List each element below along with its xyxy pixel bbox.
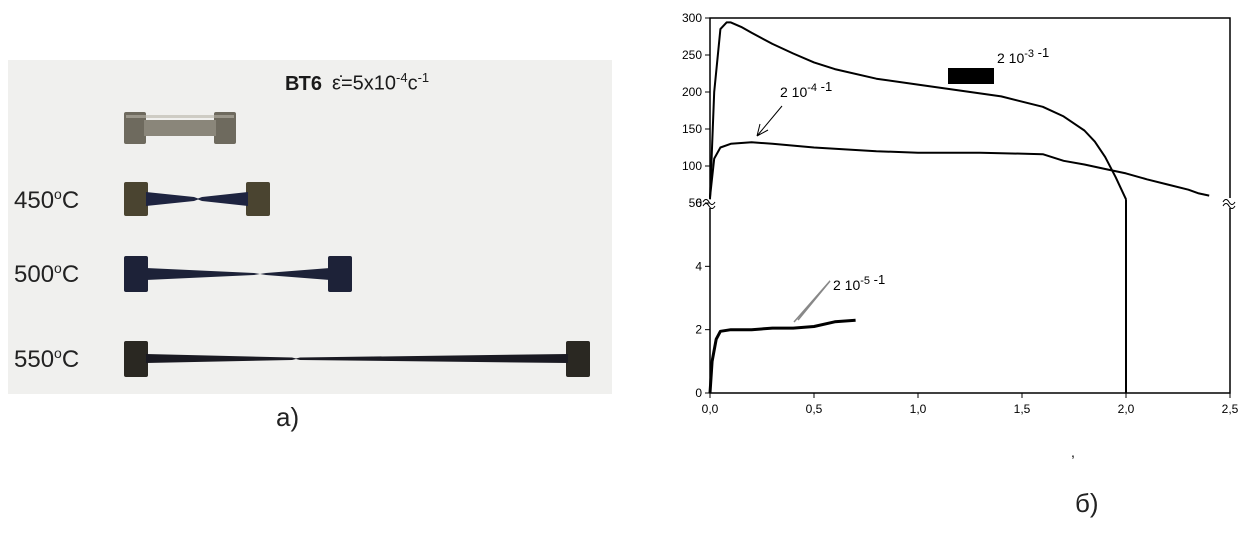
y-tick-label-lower: 4 bbox=[695, 259, 702, 273]
y-tick-label-lower: 2 bbox=[695, 323, 702, 337]
chart-series bbox=[708, 21, 1210, 394]
y-tick-label-upper: 50 bbox=[689, 196, 703, 210]
label-550c: 550oC bbox=[14, 345, 80, 373]
legend-box-1e-3 bbox=[948, 68, 994, 84]
x-tick-label: 0,5 bbox=[806, 402, 823, 416]
photo-title: ВТ6 ε̇=5x10-4c-1 bbox=[285, 70, 430, 95]
series-label-1e-5: 2 10-5 -1 bbox=[833, 272, 885, 293]
arrow-1e-5 bbox=[793, 280, 831, 323]
specimen-photo: ВТ6 ε̇=5x10-4c-1 450oC 500oC 550oC bbox=[8, 60, 612, 394]
chart-axes: 0,0 0,5 1,0 1,5 2,0 2,5 50 100 150 200 250 300 0 2 4 6 bbox=[682, 11, 1239, 416]
y-tick-label-lower: 6 bbox=[695, 196, 702, 210]
axis-break-right bbox=[1222, 199, 1236, 209]
label-500c: 500oC bbox=[14, 260, 80, 288]
x-axis-label: , bbox=[1071, 444, 1075, 460]
y-tick-label-upper: 150 bbox=[682, 122, 702, 136]
x-tick-label: 2,5 bbox=[1222, 402, 1239, 416]
axis-break-left bbox=[702, 199, 716, 209]
series-line-1 bbox=[709, 141, 1210, 198]
x-tick-label: 1,0 bbox=[910, 402, 927, 416]
y-tick-label-upper: 300 bbox=[682, 11, 702, 25]
caption-b: б) bbox=[1075, 488, 1099, 518]
series-line-0 bbox=[709, 21, 1127, 200]
specimen-550c bbox=[124, 341, 590, 377]
series-line-2 bbox=[708, 318, 856, 394]
caption-a: а) bbox=[276, 402, 300, 432]
x-tick-label: 1,5 bbox=[1014, 402, 1031, 416]
chart-labels: 2 10-3 -1 2 10-4 -1 2 10-5 -1, bbox=[756, 45, 1075, 460]
y-tick-label-lower: 0 bbox=[695, 386, 702, 400]
x-tick-label: 0,0 bbox=[702, 402, 719, 416]
label-450c: 450oC bbox=[14, 186, 80, 214]
y-tick-label-upper: 100 bbox=[682, 159, 702, 173]
arrow-1e-4 bbox=[756, 105, 783, 137]
series-label-1e-3: 2 10-3 -1 bbox=[997, 45, 1049, 66]
specimen-undeformed bbox=[124, 112, 236, 144]
specimen-500c bbox=[124, 256, 352, 292]
y-tick-label-upper: 250 bbox=[682, 48, 702, 62]
y-tick-label-upper: 200 bbox=[682, 85, 702, 99]
specimen-450c bbox=[124, 182, 270, 216]
x-tick-label: 2,0 bbox=[1118, 402, 1135, 416]
series-label-1e-4: 2 10-4 -1 bbox=[780, 79, 832, 100]
stress-strain-chart: 0,0 0,5 1,0 1,5 2,0 2,5501001502002503000246 … bbox=[682, 11, 1239, 460]
